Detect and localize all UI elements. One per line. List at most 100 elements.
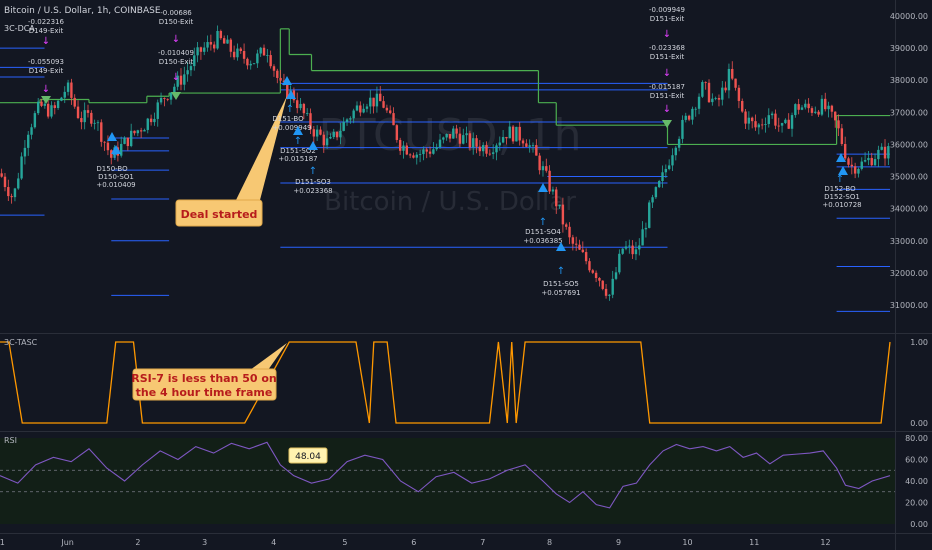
candle-body <box>266 55 269 56</box>
exit-marker: -0.015187 D151-Exit ↓ <box>649 83 685 115</box>
candle-body <box>10 196 13 198</box>
candle-body <box>448 134 452 139</box>
exit-arrow-icon: ↓ <box>663 68 671 79</box>
time-tick-label: 5 <box>342 538 347 547</box>
candle-body <box>651 197 654 203</box>
candle-body <box>857 168 860 174</box>
callout-text: Deal started <box>181 208 258 221</box>
rsi-tick-label: 60.00 <box>905 456 928 465</box>
candle-body <box>731 68 734 79</box>
price-tick-label: 32000.00 <box>890 269 928 278</box>
time-tick-label: Jun <box>60 538 74 547</box>
candle-body <box>359 105 362 113</box>
candle-body <box>146 118 149 130</box>
candle-body <box>495 145 498 153</box>
exit-triangle-icon <box>662 120 672 128</box>
exit-label: D150-Exit <box>159 58 194 66</box>
candle-body <box>847 158 850 165</box>
candle-body <box>40 101 43 106</box>
candle-body <box>674 147 678 156</box>
candle-body <box>867 157 870 161</box>
candle-body <box>870 157 873 166</box>
candle-body <box>631 245 634 255</box>
candle-body <box>286 82 289 99</box>
exit-value: -0.009949 <box>649 6 685 14</box>
so-value: +0.015187 <box>278 155 317 163</box>
time-tick-label: 11 <box>749 538 759 547</box>
candle-body <box>335 131 339 138</box>
candle-body <box>183 74 186 85</box>
candle-body <box>309 113 312 130</box>
bo-triangle-icon <box>282 76 292 85</box>
candle-body <box>883 146 887 159</box>
candle-body <box>86 110 90 113</box>
candle-body <box>186 70 189 75</box>
candle-body <box>139 130 143 132</box>
exit-marker: -0.010409 D150-Exit ↓ <box>158 49 194 83</box>
safety-order-markers: ↑ D150-BO D150-SO1 +0.010409 ↑ D151-BO +… <box>96 104 861 297</box>
candle-body <box>521 140 525 144</box>
price-panel <box>0 0 895 333</box>
candle-body <box>209 42 213 45</box>
tasc-series <box>0 341 891 424</box>
indicator-label[interactable]: 3C-DCA <box>4 24 35 33</box>
candle-body <box>133 130 136 134</box>
candle-body <box>329 136 332 139</box>
candle-body <box>601 280 604 289</box>
price-tick-label: 38000.00 <box>890 76 928 85</box>
candle-body <box>707 82 711 103</box>
candle-body <box>694 108 697 110</box>
candle-body <box>222 38 226 44</box>
candle-body <box>691 108 694 120</box>
exit-label: D151-Exit <box>650 53 685 61</box>
candle-body <box>120 143 123 156</box>
rsi-tick-label: 40.00 <box>905 477 928 486</box>
candle-body <box>804 103 807 108</box>
candle-body <box>551 189 555 192</box>
candle-body <box>126 137 130 147</box>
candle-body <box>179 75 183 85</box>
candle-body <box>239 48 242 52</box>
candle-body <box>269 55 272 67</box>
candle-body <box>272 66 276 71</box>
candle-body <box>455 128 458 134</box>
candle-body <box>784 119 787 124</box>
symbol-title[interactable]: Bitcoin / U.S. Dollar, 1h, COINBASE <box>4 6 161 16</box>
price-tick-label: 35000.00 <box>890 173 928 182</box>
rsi-panel-label[interactable]: RSI <box>4 436 17 445</box>
candle-body <box>66 82 70 92</box>
candle-body <box>33 113 37 128</box>
exit-value: -0.010409 <box>158 49 194 57</box>
candle-body <box>345 119 349 122</box>
candle-body <box>724 87 727 91</box>
candle-body <box>555 189 558 207</box>
candle-body <box>711 98 714 103</box>
candle-body <box>565 224 568 227</box>
candle-body <box>611 278 614 295</box>
candle-body <box>794 104 797 116</box>
exit-arrow-icon: ↓ <box>663 104 671 115</box>
entry-triangles <box>41 76 848 251</box>
tasc-panel-label[interactable]: 3C-TASC <box>4 338 38 347</box>
candle-body <box>106 142 110 151</box>
exit-value: -0.055093 <box>28 58 64 66</box>
candle-body <box>169 92 173 100</box>
candles <box>0 25 890 301</box>
price-tick-label: 34000.00 <box>890 205 928 214</box>
candle-body <box>100 122 103 142</box>
candle-body <box>415 154 418 158</box>
candle-body <box>76 106 80 119</box>
candle-body <box>83 110 86 123</box>
candle-body <box>173 86 176 93</box>
candle-body <box>614 272 618 279</box>
so-marker: ↑ D151-SO3 +0.023368 <box>293 166 332 195</box>
candle-body <box>757 124 761 128</box>
so-value: +0.023368 <box>293 187 332 195</box>
candle-body <box>508 126 511 139</box>
candle-body <box>734 78 737 88</box>
candle-body <box>319 129 322 135</box>
time-tick-label: 2 <box>135 538 140 547</box>
candle-body <box>282 80 286 83</box>
so-label: D151-SO4 <box>525 228 561 236</box>
